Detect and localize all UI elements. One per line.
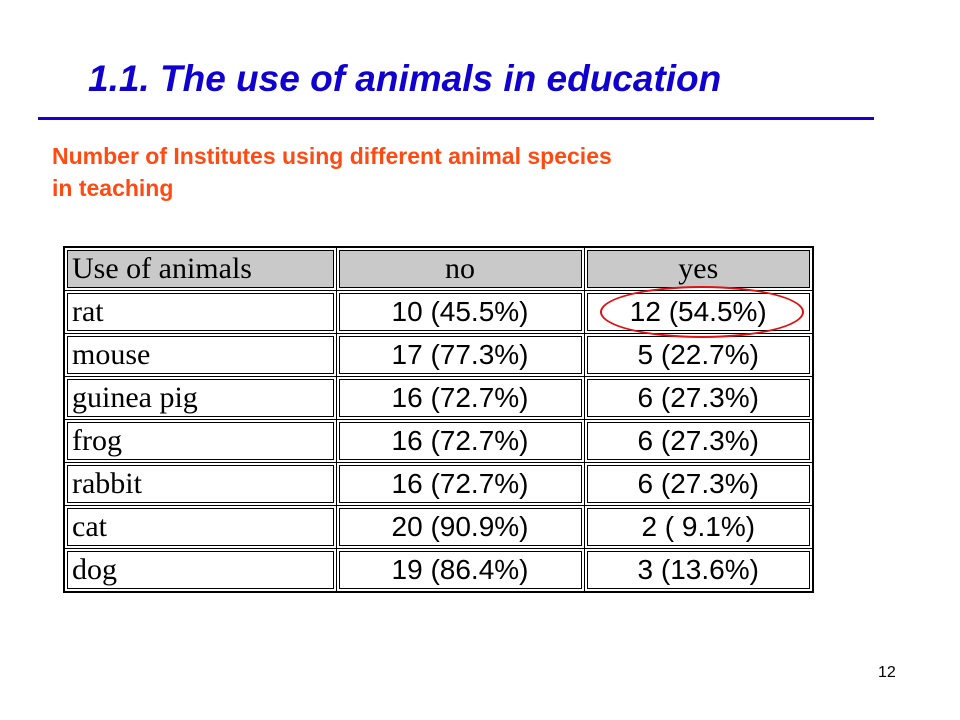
- cell-no: 16 (72.7%): [335, 419, 585, 463]
- cell-animal: frog: [63, 419, 337, 463]
- cell-animal: rat: [63, 290, 337, 334]
- cell-no: 19 (86.4%): [335, 548, 585, 593]
- cell-yes: 6 (27.3%): [583, 419, 814, 463]
- cell-no: 10 (45.5%): [335, 290, 585, 334]
- animal-use-table-container: Use of animals no yes rat 10 (45.5%) 12 …: [63, 246, 814, 593]
- cell-no: 17 (77.3%): [335, 333, 585, 377]
- cell-animal: guinea pig: [63, 376, 337, 420]
- table-row: cat 20 (90.9%) 2 ( 9.1%): [63, 505, 814, 549]
- cell-animal: mouse: [63, 333, 337, 377]
- cell-yes: 2 ( 9.1%): [583, 505, 814, 549]
- cell-animal: dog: [63, 548, 337, 593]
- cell-animal: rabbit: [63, 462, 337, 506]
- cell-animal: cat: [63, 505, 337, 549]
- cell-no: 16 (72.7%): [335, 376, 585, 420]
- subtitle-line-2: in teaching: [52, 175, 174, 201]
- header-yes: yes: [583, 246, 814, 291]
- cell-no: 20 (90.9%): [335, 505, 585, 549]
- cell-yes: 5 (22.7%): [583, 333, 814, 377]
- table-row: rat 10 (45.5%) 12 (54.5%): [63, 290, 814, 334]
- header-use-of-animals: Use of animals: [63, 246, 337, 291]
- table-row: rabbit 16 (72.7%) 6 (27.3%): [63, 462, 814, 506]
- table-row: mouse 17 (77.3%) 5 (22.7%): [63, 333, 814, 377]
- slide-subtitle: Number of Institutes using different ani…: [52, 140, 872, 204]
- slide-title: 1.1. The use of animals in education: [88, 58, 722, 99]
- cell-yes: 6 (27.3%): [583, 462, 814, 506]
- cell-yes: 12 (54.5%): [583, 290, 814, 334]
- cell-yes: 6 (27.3%): [583, 376, 814, 420]
- table-row: guinea pig 16 (72.7%) 6 (27.3%): [63, 376, 814, 420]
- subtitle-line-1: Number of Institutes using different ani…: [52, 143, 612, 169]
- title-underline: [38, 117, 874, 120]
- cell-yes: 3 (13.6%): [583, 548, 814, 593]
- animal-use-table: Use of animals no yes rat 10 (45.5%) 12 …: [63, 246, 814, 593]
- page-number: 12: [878, 664, 896, 681]
- table-row: dog 19 (86.4%) 3 (13.6%): [63, 548, 814, 593]
- header-no: no: [335, 246, 585, 291]
- table-header-row: Use of animals no yes: [63, 246, 814, 291]
- table-row: frog 16 (72.7%) 6 (27.3%): [63, 419, 814, 463]
- cell-no: 16 (72.7%): [335, 462, 585, 506]
